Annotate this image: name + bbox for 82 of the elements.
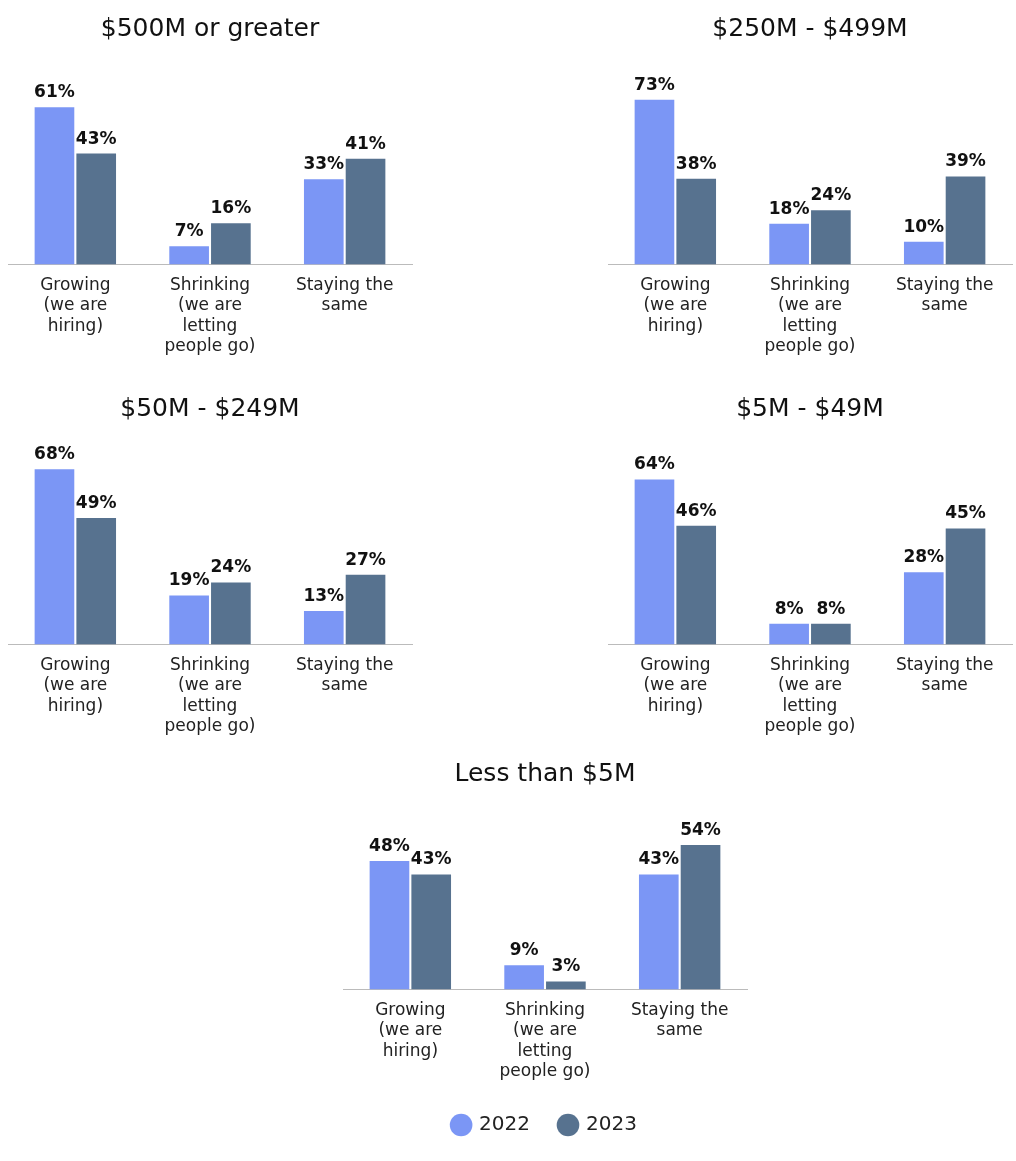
- data-label: 41%: [345, 132, 386, 153]
- data-label: 68%: [34, 443, 75, 464]
- x-tick-label: Staying the same: [295, 654, 394, 695]
- x-tick-label: Growing (we are hiring): [640, 654, 711, 715]
- bar: [903, 241, 944, 265]
- x-tick-label: Staying the same: [295, 274, 394, 315]
- bar: [811, 210, 851, 265]
- bar: [945, 528, 986, 645]
- data-label: 45%: [945, 502, 986, 523]
- data-label: 46%: [675, 499, 717, 520]
- data-label: 27%: [345, 548, 386, 569]
- bar: [546, 981, 586, 990]
- x-tick-label: Shrinking (we are letting people go): [164, 274, 256, 356]
- data-label: 43%: [75, 127, 117, 148]
- bar: [76, 153, 117, 265]
- bar: [169, 246, 209, 265]
- bar: [634, 479, 675, 645]
- data-label: 8%: [774, 597, 804, 618]
- bar: [345, 574, 386, 645]
- bar: [369, 861, 410, 990]
- bar: [680, 845, 721, 990]
- chart-title: $50M - $249M: [120, 392, 300, 422]
- data-label: 3%: [551, 955, 581, 976]
- legend-label: 2022: [479, 1111, 531, 1136]
- data-label: 38%: [675, 152, 717, 173]
- data-label: 9%: [509, 939, 539, 960]
- x-tick-label: Shrinking (we are letting people go): [764, 654, 856, 736]
- x-tick-label: Staying the same: [895, 654, 994, 695]
- chart-title: $5M - $49M: [736, 392, 884, 422]
- bar: [303, 179, 344, 265]
- bar: [769, 623, 809, 645]
- data-label: 54%: [680, 818, 721, 839]
- data-label: 73%: [634, 73, 675, 94]
- bar: [345, 158, 386, 265]
- data-label: 28%: [903, 546, 945, 567]
- data-label: 39%: [945, 150, 986, 171]
- data-label: 8%: [816, 597, 846, 618]
- x-tick-label: Shrinking (we are letting people go): [764, 274, 856, 356]
- data-label: 18%: [768, 197, 810, 218]
- data-label: 43%: [410, 848, 452, 869]
- data-label: 43%: [638, 848, 680, 869]
- x-tick-label: Staying the same: [630, 999, 729, 1040]
- legend-label: 2023: [586, 1111, 637, 1136]
- chart-title: $250M - $499M: [712, 12, 908, 42]
- bar: [634, 99, 675, 265]
- bar: [504, 965, 544, 990]
- bar: [676, 178, 717, 265]
- data-label: 61%: [34, 81, 75, 102]
- chart-title: $500M or greater: [100, 12, 320, 42]
- bar: [676, 525, 717, 645]
- data-label: 33%: [303, 153, 345, 174]
- data-label: 24%: [210, 556, 252, 577]
- bar: [303, 610, 344, 645]
- bar: [169, 595, 209, 645]
- bar: [211, 582, 251, 645]
- bar: [769, 223, 809, 265]
- data-label: 19%: [168, 569, 210, 590]
- x-tick-label: Shrinking (we are letting people go): [499, 999, 591, 1081]
- data-label: 10%: [903, 215, 945, 236]
- data-label: 7%: [174, 220, 204, 241]
- x-tick-label: Staying the same: [895, 274, 994, 315]
- bar: [903, 572, 944, 645]
- data-label: 64%: [634, 453, 675, 474]
- chart-title: Less than $5M: [454, 757, 636, 787]
- x-tick-label: Growing (we are hiring): [375, 999, 446, 1060]
- x-tick-label: Growing (we are hiring): [40, 654, 111, 715]
- x-tick-label: Shrinking (we are letting people go): [164, 654, 256, 736]
- data-label: 49%: [75, 492, 117, 513]
- bar: [638, 874, 679, 990]
- bar: [34, 469, 75, 645]
- x-tick-label: Growing (we are hiring): [640, 274, 711, 335]
- data-label: 13%: [303, 584, 345, 605]
- data-label: 16%: [210, 197, 252, 218]
- bar: [811, 623, 851, 645]
- data-label: 24%: [810, 184, 852, 205]
- bar: [34, 107, 75, 265]
- bar: [945, 176, 986, 265]
- x-tick-label: Growing (we are hiring): [40, 274, 111, 335]
- bar: [411, 874, 452, 990]
- bar: [76, 518, 117, 645]
- data-label: 48%: [369, 835, 410, 855]
- bar: [211, 223, 251, 265]
